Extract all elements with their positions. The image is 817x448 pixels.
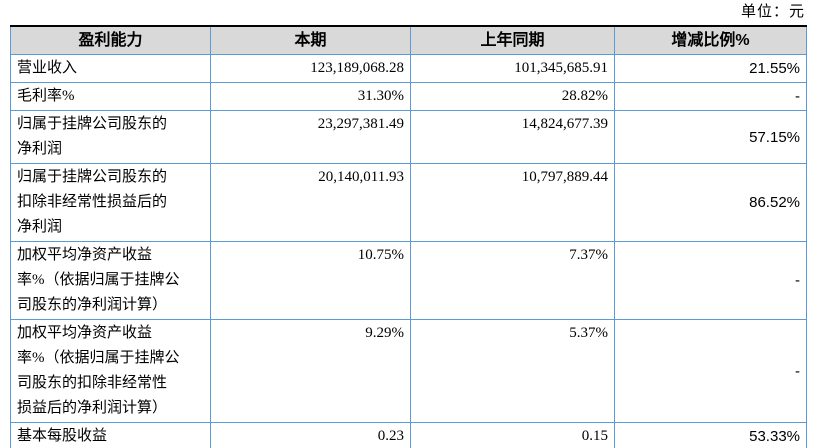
header-change-ratio: 增减比例%	[614, 25, 807, 55]
value-current: 31.30%	[210, 82, 411, 111]
value-change: -	[614, 82, 807, 111]
value-prior: 5.37%	[410, 319, 615, 423]
profitability-table: 盈利能力 本期 上年同期 增减比例% 营业收入 123,189,068.28 1…	[10, 25, 807, 448]
table-row-weighted-roe-excl-nonrecurring: 加权平均净资产收益 率%（依据归属于挂牌公 司股东的扣除非经常性 损益后的净利润…	[10, 319, 807, 423]
value-change: 53.33%	[614, 422, 807, 448]
value-current: 23,297,381.49	[210, 110, 411, 164]
table-row-gross-margin: 毛利率% 31.30% 28.82% -	[10, 82, 807, 111]
row-label: 毛利率%	[10, 82, 211, 111]
value-change: -	[614, 319, 807, 423]
row-label: 加权平均净资产收益 率%（依据归属于挂牌公 司股东的扣除非经常性 损益后的净利润…	[10, 319, 211, 423]
table-row-basic-eps: 基本每股收益 0.23 0.15 53.33%	[10, 422, 807, 448]
value-change: -	[614, 241, 807, 320]
unit-label: 单位：元	[740, 4, 805, 20]
header-current-period: 本期	[210, 25, 411, 55]
header-prior-period: 上年同期	[410, 25, 615, 55]
header-metric: 盈利能力	[10, 25, 211, 55]
value-prior: 101,345,685.91	[410, 54, 615, 83]
table-header-row: 盈利能力 本期 上年同期 增减比例%	[10, 25, 807, 55]
table-row-operating-revenue: 营业收入 123,189,068.28 101,345,685.91 21.55…	[10, 54, 807, 83]
value-current: 20,140,011.93	[210, 163, 411, 242]
row-label: 归属于挂牌公司股东的 扣除非经常性损益后的 净利润	[10, 163, 211, 242]
value-change: 21.55%	[614, 54, 807, 83]
table-row-net-profit-excl-nonrecurring: 归属于挂牌公司股东的 扣除非经常性损益后的 净利润 20,140,011.93 …	[10, 163, 807, 242]
value-current: 9.29%	[210, 319, 411, 423]
table-row-net-profit: 归属于挂牌公司股东的 净利润 23,297,381.49 14,824,677.…	[10, 110, 807, 164]
value-prior: 10,797,889.44	[410, 163, 615, 242]
value-current: 10.75%	[210, 241, 411, 320]
value-prior: 0.15	[410, 422, 615, 448]
value-change: 57.15%	[614, 110, 807, 164]
value-change: 86.52%	[614, 163, 807, 242]
row-label: 归属于挂牌公司股东的 净利润	[10, 110, 211, 164]
value-prior: 28.82%	[410, 82, 615, 111]
row-label: 加权平均净资产收益 率%（依据归属于挂牌公 司股东的净利润计算）	[10, 241, 211, 320]
row-label: 基本每股收益	[10, 422, 211, 448]
value-prior: 7.37%	[410, 241, 615, 320]
table-row-weighted-roe: 加权平均净资产收益 率%（依据归属于挂牌公 司股东的净利润计算） 10.75% …	[10, 241, 807, 320]
value-current: 0.23	[210, 422, 411, 448]
value-prior: 14,824,677.39	[410, 110, 615, 164]
value-current: 123,189,068.28	[210, 54, 411, 83]
row-label: 营业收入	[10, 54, 211, 83]
